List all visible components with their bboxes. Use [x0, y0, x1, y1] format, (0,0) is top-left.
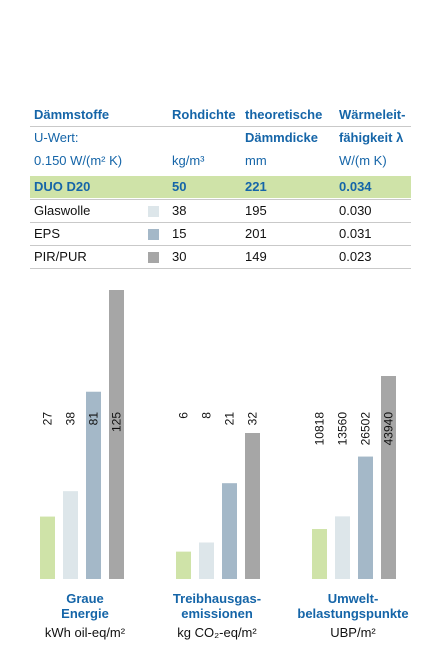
header-col3-line3: mm: [245, 153, 267, 168]
header-col3-line2: Dämmdicke: [245, 130, 318, 145]
chart-2-unit: kg CO₂-eq/m²: [177, 625, 257, 640]
row-density: 50: [172, 179, 187, 194]
chart-2-title-line2: emissionen: [181, 606, 253, 621]
table-header-row-2: U-Wert: Dämmdicke fähigkeit λ: [30, 127, 411, 149]
row-swatch: [148, 229, 159, 240]
row-lambda: 0.031: [339, 226, 372, 241]
chart-3-bar-4: [381, 376, 396, 579]
chart-3-title-line1: Umwelt-: [327, 591, 379, 606]
row-name: DUO D20: [34, 179, 91, 194]
row-density: 30: [172, 249, 187, 264]
chart-1-caption: Graue Energie kWh oil-eq/m²: [20, 591, 150, 640]
chart-2-bar-2: [199, 542, 214, 579]
chart-3-value-label-4: 43940: [382, 412, 396, 446]
row-lambda: 0.023: [339, 249, 372, 264]
row-thickness: 195: [245, 203, 267, 218]
table-row-pir-pur: PIR/PUR 30 149 0.023: [30, 246, 411, 268]
table-header-row-3: 0.150 W/(m² K) kg/m³ mm W/(m K): [30, 150, 411, 172]
header-col1-line3: 0.150 W/(m² K): [34, 153, 123, 168]
chart-2-value-label-3: 21: [223, 412, 237, 426]
chart-1-value-label-2: 38: [64, 412, 78, 426]
row-thickness: 149: [245, 249, 267, 264]
row-density: 38: [172, 203, 187, 218]
header-col4-line1: Wärmeleit-: [339, 107, 406, 122]
row-thickness: 201: [245, 226, 267, 241]
row-name: PIR/PUR: [34, 249, 87, 264]
row-lambda: 0.030: [339, 203, 372, 218]
chart-2-value-label-1: 6: [177, 412, 191, 419]
header-col4-line3: W/(m K): [339, 153, 387, 168]
header-col1-line2: U-Wert:: [34, 130, 79, 145]
header-col4-line2: fähigkeit λ: [339, 130, 404, 145]
chart-1-unit: kWh oil-eq/m²: [44, 625, 126, 640]
chart-3-value-label-1: 10818: [313, 412, 327, 446]
chart-3-bar-1: [312, 529, 327, 579]
chart-1-bar-4: [109, 290, 124, 579]
chart-1-value-label-4: 125: [110, 412, 124, 432]
header-col2-line1: Rohdichte: [172, 107, 236, 122]
chart-3-value-label-3: 26502: [359, 412, 373, 446]
table-row-eps: EPS 15 201 0.031: [30, 223, 411, 245]
chart-1-title-line2: Energie: [61, 606, 109, 621]
table-row-glaswolle: Glaswolle 38 195 0.030: [30, 200, 411, 222]
chart-3-value-label-2: 13560: [336, 412, 350, 446]
chart-1-value-label-3: 81: [87, 412, 101, 426]
chart-3-caption: Umwelt- belastungspunkte UBP/m²: [283, 591, 423, 640]
row-thickness: 221: [245, 179, 267, 194]
table-rule: [30, 199, 411, 200]
row-lambda: 0.034: [339, 179, 372, 194]
chart-2-value-label-2: 8: [200, 412, 214, 419]
row-name: EPS: [34, 226, 61, 241]
chart-3-bar-3: [358, 456, 373, 579]
chart-3-bar-2: [335, 516, 350, 579]
chart-3-unit: UBP/m²: [330, 625, 376, 640]
table-rule: [30, 245, 411, 246]
chart-1-value-label-1: 27: [41, 412, 55, 426]
table-row-duo-d20: DUO D20 50 221 0.034: [30, 176, 411, 198]
table-rule: [30, 126, 411, 127]
header-col2-line3: kg/m³: [172, 153, 205, 168]
chart-3-title-line2: belastungspunkte: [297, 606, 409, 621]
table-rule: [30, 268, 411, 269]
chart-2-value-label-4: 32: [246, 412, 260, 426]
chart-2-bar-3: [222, 483, 237, 579]
chart-1-bar-2: [63, 491, 78, 579]
row-swatch: [148, 206, 159, 217]
table-rule: [30, 222, 411, 223]
table-header-row-1: Dämmstoffe Rohdichte theoretische Wärmel…: [30, 104, 411, 126]
row-swatch: [148, 252, 159, 263]
chart-1-bar-1: [40, 516, 55, 579]
chart-2-bar-1: [176, 551, 191, 579]
header-col1-line1: Dämmstoffe: [34, 107, 110, 122]
header-col3-line1: theoretische: [245, 107, 323, 122]
row-name: Glaswolle: [34, 203, 91, 218]
chart-2-bar-4: [245, 433, 260, 579]
chart-2-caption: Treibhausgas- emissionen kg CO₂-eq/m²: [152, 591, 282, 640]
row-density: 15: [172, 226, 187, 241]
chart-2-title-line1: Treibhausgas-: [172, 591, 262, 606]
chart-1-title-line1: Graue: [66, 591, 104, 606]
chart-1-bar-3: [86, 391, 101, 579]
